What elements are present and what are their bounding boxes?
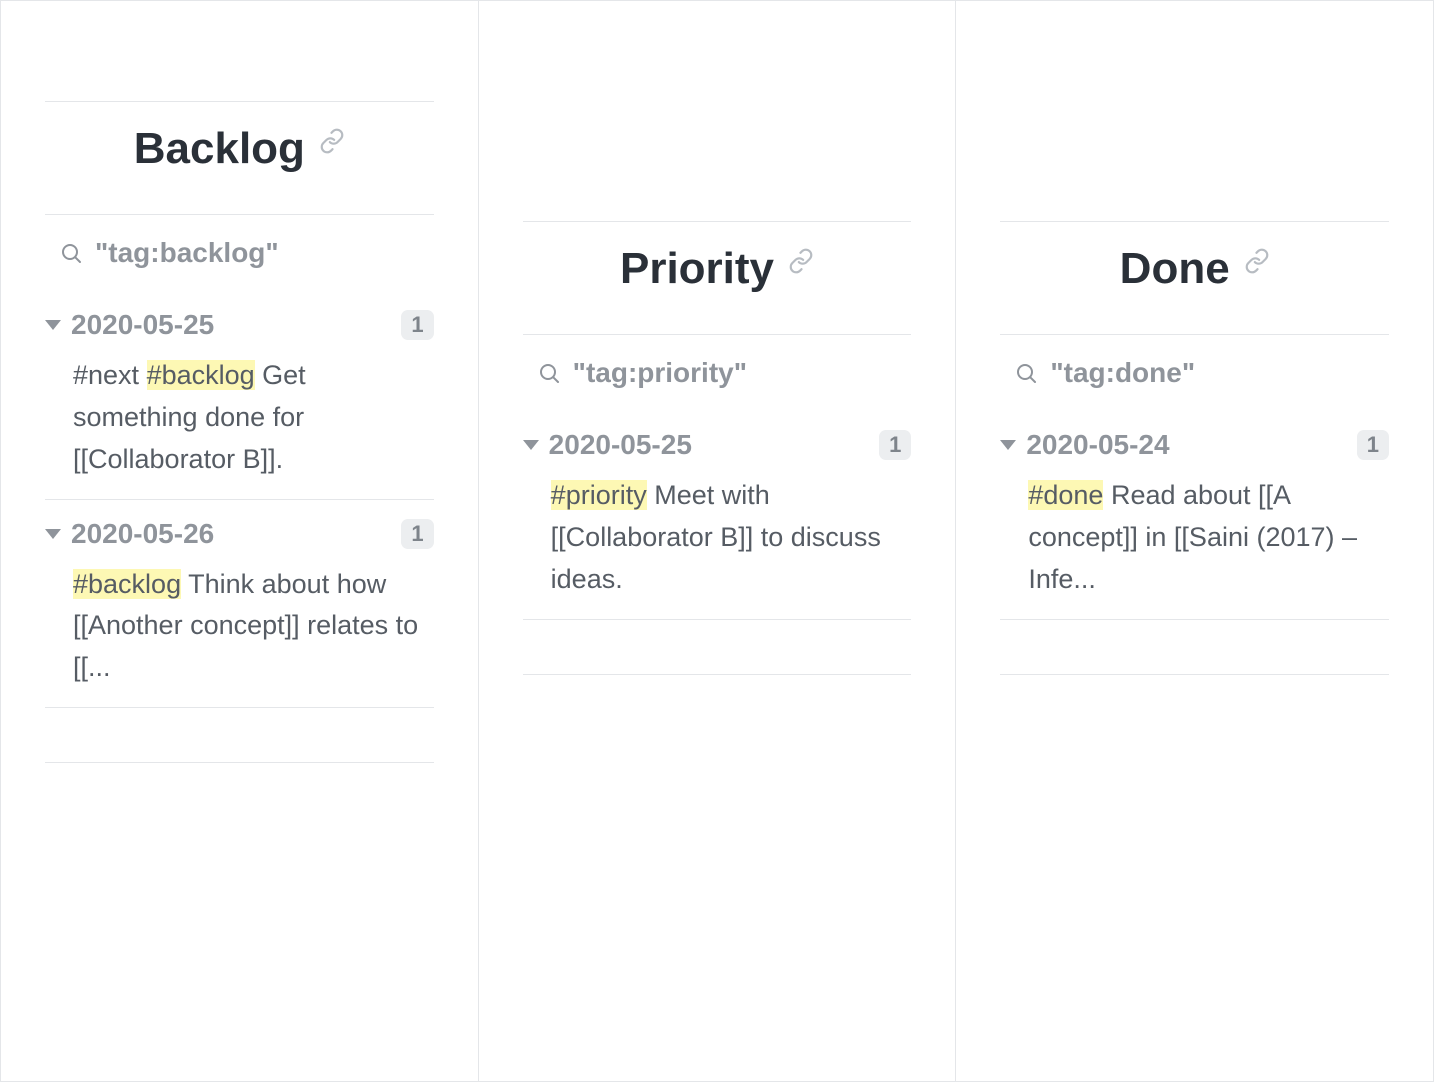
link-icon[interactable] — [788, 248, 814, 274]
entry: 2020-05-251#next #backlog Get something … — [45, 291, 434, 500]
column-inner: Done"tag:done"2020-05-241#done Read abou… — [984, 221, 1405, 675]
board-column-backlog: Backlog"tag:backlog"2020-05-251#next #ba… — [1, 1, 479, 1081]
column-title-row: Backlog — [45, 102, 434, 214]
search-row[interactable]: "tag:done" — [1000, 334, 1389, 411]
divider — [523, 674, 912, 675]
column-title: Done — [1120, 244, 1230, 294]
search-icon — [59, 241, 83, 265]
caret-down-icon[interactable] — [523, 440, 539, 450]
search-query-text: "tag:backlog" — [95, 237, 279, 269]
entry-date: 2020-05-25 — [549, 429, 879, 461]
search-icon — [1014, 361, 1038, 385]
caret-down-icon[interactable] — [45, 529, 61, 539]
column-title-row: Done — [1000, 222, 1389, 334]
entry-body[interactable]: #done Read about [[A concept]] in [[Sain… — [1000, 475, 1389, 601]
board-column-done: Done"tag:done"2020-05-241#done Read abou… — [956, 1, 1433, 1081]
column-inner: Priority"tag:priority"2020-05-251#priori… — [507, 221, 928, 675]
caret-down-icon[interactable] — [45, 320, 61, 330]
kanban-board: Backlog"tag:backlog"2020-05-251#next #ba… — [0, 0, 1434, 1082]
entry-header[interactable]: 2020-05-241 — [1000, 429, 1389, 475]
column-top-spacer — [507, 1, 928, 221]
entry: 2020-05-251#priority Meet with [[Collabo… — [523, 411, 912, 620]
entry: 2020-05-241#done Read about [[A concept]… — [1000, 411, 1389, 620]
column-top-spacer — [984, 1, 1405, 221]
entry-body[interactable]: #priority Meet with [[Collaborator B]] t… — [523, 475, 912, 601]
highlighted-tag: #backlog — [73, 569, 181, 599]
entry-body[interactable]: #backlog Think about how [[Another conce… — [45, 564, 434, 690]
entry-text: #next — [73, 360, 147, 390]
entry-header[interactable]: 2020-05-261 — [45, 518, 434, 564]
entry: 2020-05-261#backlog Think about how [[An… — [45, 500, 434, 709]
entry-date: 2020-05-26 — [71, 518, 401, 550]
entry-header[interactable]: 2020-05-251 — [523, 429, 912, 475]
highlighted-tag: #done — [1028, 480, 1103, 510]
column-title-row: Priority — [523, 222, 912, 334]
column-top-spacer — [29, 1, 450, 101]
column-title: Priority — [620, 244, 774, 294]
caret-down-icon[interactable] — [1000, 440, 1016, 450]
search-row[interactable]: "tag:backlog" — [45, 214, 434, 291]
divider — [1000, 674, 1389, 675]
column-inner: Backlog"tag:backlog"2020-05-251#next #ba… — [29, 101, 450, 763]
highlighted-tag: #backlog — [147, 360, 255, 390]
entry-date: 2020-05-24 — [1026, 429, 1356, 461]
link-icon[interactable] — [1244, 248, 1270, 274]
search-query-text: "tag:priority" — [573, 357, 747, 389]
entry-count-badge: 1 — [879, 430, 911, 460]
entry-body[interactable]: #next #backlog Get something done for [[… — [45, 355, 434, 481]
search-icon — [537, 361, 561, 385]
link-icon[interactable] — [319, 128, 345, 154]
entry-count-badge: 1 — [401, 519, 433, 549]
entry-date: 2020-05-25 — [71, 309, 401, 341]
search-query-text: "tag:done" — [1050, 357, 1195, 389]
column-title: Backlog — [134, 124, 305, 174]
divider — [45, 762, 434, 763]
search-row[interactable]: "tag:priority" — [523, 334, 912, 411]
entry-header[interactable]: 2020-05-251 — [45, 309, 434, 355]
highlighted-tag: #priority — [551, 480, 647, 510]
entry-count-badge: 1 — [401, 310, 433, 340]
entry-count-badge: 1 — [1357, 430, 1389, 460]
board-column-priority: Priority"tag:priority"2020-05-251#priori… — [479, 1, 957, 1081]
